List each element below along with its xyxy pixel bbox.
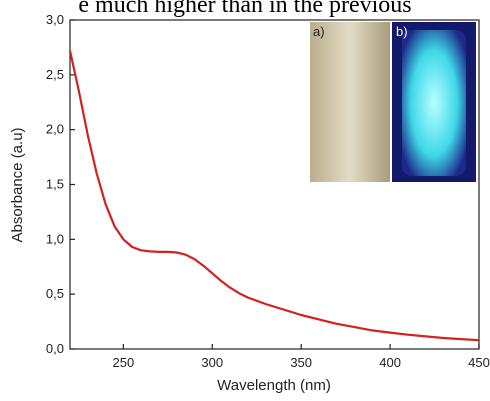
caption-fragment: e much higher than in the previous [78, 0, 411, 18]
x-tick-label: 400 [379, 355, 401, 370]
annotation: b) [396, 24, 408, 39]
y-tick-label: 1,5 [46, 177, 64, 192]
x-tick-label: 350 [290, 355, 312, 370]
photo-a [310, 22, 390, 182]
y-tick-label: 2,5 [46, 67, 64, 82]
x-tick-label: 450 [468, 355, 490, 370]
y-tick-label: 0,5 [46, 286, 64, 301]
x-tick-label: 300 [201, 355, 223, 370]
x-tick-label: 250 [112, 355, 134, 370]
inset-photos: a) b) [310, 22, 476, 182]
annotation: a) [313, 24, 325, 39]
photo-b-vial [402, 30, 466, 176]
y-tick-label: 3,0 [46, 12, 64, 27]
y-tick-label: 0,0 [46, 341, 64, 356]
y-tick-label: 1,0 [46, 231, 64, 246]
data-line [68, 50, 480, 342]
y-tick-label: 2,0 [46, 122, 64, 137]
x-axis-label: Wavelength (nm) [217, 377, 331, 394]
y-axis-label: Absorbance (a.u) [9, 127, 26, 242]
